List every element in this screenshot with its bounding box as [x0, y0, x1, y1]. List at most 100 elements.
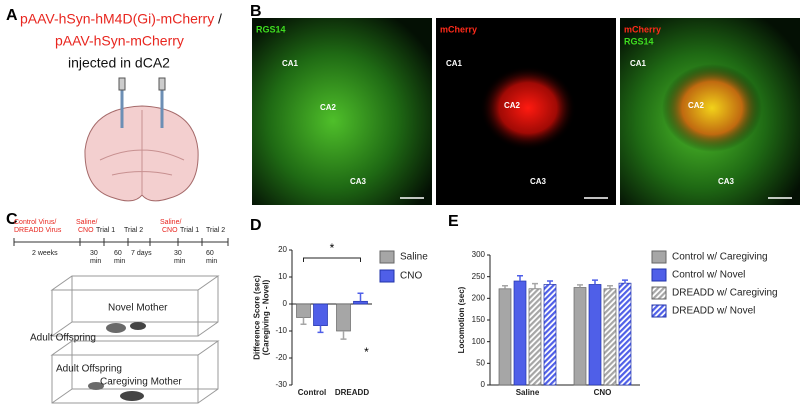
interval: min — [206, 258, 217, 265]
error-bar — [592, 279, 598, 285]
legend-label: Control w/ Novel — [672, 270, 745, 281]
region-label: CA3 — [530, 177, 547, 186]
region-label: CA2 — [688, 101, 705, 110]
trial: Trial 2 — [124, 227, 143, 234]
trial: Trial 1 — [180, 227, 199, 234]
interval: min — [174, 258, 185, 265]
bar — [513, 280, 527, 386]
bar — [618, 282, 632, 386]
y-tick-label: 100 — [472, 337, 486, 346]
y-tick-label: 20 — [278, 245, 287, 254]
interval: 60 — [206, 250, 214, 257]
bar — [336, 303, 351, 332]
timeline-event: Saline/ — [160, 219, 181, 226]
error-bar — [502, 285, 508, 289]
brain-illustration — [84, 77, 199, 202]
interval: 2 weeks — [32, 250, 58, 257]
y-axis-label: (Caregiving - Novel) — [262, 279, 271, 355]
y-tick-label: 300 — [472, 250, 486, 259]
panel-label: E — [448, 213, 459, 230]
y-tick-label: 50 — [476, 358, 485, 367]
interval: 7 days — [131, 250, 152, 257]
x-tick-label: DREADD — [335, 388, 369, 397]
legend-swatch — [651, 250, 667, 264]
error-bar — [532, 282, 538, 289]
interval: min — [114, 258, 125, 265]
legend-swatch — [379, 250, 395, 264]
interval: 30 — [90, 250, 98, 257]
bar — [588, 284, 602, 386]
bar — [498, 288, 512, 386]
interval: min — [90, 258, 101, 265]
significance-marker: * — [364, 345, 369, 359]
y-tick-label: 0 — [481, 380, 486, 389]
x-tick-label: Saline — [516, 388, 540, 397]
panel-label: A — [6, 7, 18, 24]
timeline-event: Saline/ — [76, 219, 97, 226]
panel-label: D — [250, 217, 262, 234]
region-label: CA2 — [504, 101, 521, 110]
construct: pAAV-hSyn-hM4D(Gi)-mCherry — [20, 11, 214, 27]
y-tick-label: 0 — [283, 299, 288, 308]
stain-label: RGS14 — [256, 24, 286, 34]
timeline-event: CNO — [162, 227, 178, 234]
region-label: CA1 — [630, 59, 647, 68]
stain-label: mCherry — [624, 24, 661, 34]
timeline — [13, 238, 229, 246]
injection-site: injected in dCA2 — [68, 55, 170, 71]
error-bar — [517, 275, 523, 281]
error-bar — [622, 279, 628, 284]
region-label: CA3 — [350, 177, 367, 186]
stain-label: mCherry — [440, 24, 477, 34]
scene-label: Adult Offspring — [30, 333, 96, 344]
y-tick-label: 10 — [278, 272, 287, 281]
bar — [313, 303, 328, 326]
y-axis-label: Locomotion (sec) — [457, 286, 466, 353]
y-tick-label: 200 — [472, 293, 486, 302]
region-label: CA1 — [282, 59, 299, 68]
legend-label: DREADD w/ Caregiving — [672, 288, 778, 299]
y-tick-label: 250 — [472, 272, 486, 281]
significance-marker: * — [330, 241, 335, 255]
error-bar — [317, 325, 324, 334]
significance-bracket — [303, 257, 361, 262]
legend-swatch — [651, 268, 667, 282]
panel-label: B — [250, 3, 262, 20]
y-axis-label: Difference Score (sec) — [253, 275, 262, 360]
legend-label: Saline — [400, 252, 428, 263]
error-bar — [340, 331, 347, 340]
region-label: CA1 — [446, 59, 463, 68]
y-tick-label: 150 — [472, 315, 486, 324]
timeline-event: DREADD Virus — [14, 227, 62, 234]
scene-label: Novel Mother — [108, 303, 168, 314]
region-label: CA3 — [718, 177, 735, 186]
error-bar — [547, 280, 553, 285]
scene-label: Caregiving Mother — [100, 377, 182, 388]
y-tick-label: -10 — [275, 326, 287, 335]
bar — [573, 287, 587, 386]
construct: pAAV-hSyn-mCherry — [55, 33, 184, 49]
interval: 60 — [114, 250, 122, 257]
trial: Trial 2 — [206, 227, 225, 234]
bar — [603, 288, 617, 386]
error-bar — [300, 317, 307, 325]
x-tick-label: Control — [298, 388, 326, 397]
y-tick-label: -20 — [275, 353, 287, 362]
scene-label: Adult Offspring — [56, 364, 122, 375]
error-bar — [607, 285, 613, 289]
x-tick-label: CNO — [594, 388, 612, 397]
error-bar — [357, 292, 364, 302]
y-tick-label: -30 — [275, 380, 287, 389]
panel-label: C — [6, 211, 18, 228]
bar — [353, 300, 368, 305]
bar — [543, 284, 557, 386]
legend-label: CNO — [400, 271, 422, 282]
stain-label: RGS14 — [624, 36, 654, 46]
separator: / — [218, 11, 222, 27]
region-label: CA2 — [320, 103, 337, 112]
legend-swatch — [379, 269, 395, 283]
bar — [296, 303, 311, 318]
legend-swatch — [651, 286, 667, 300]
legend-label: Control w/ Caregiving — [672, 252, 768, 263]
timeline-event: CNO — [78, 227, 94, 234]
